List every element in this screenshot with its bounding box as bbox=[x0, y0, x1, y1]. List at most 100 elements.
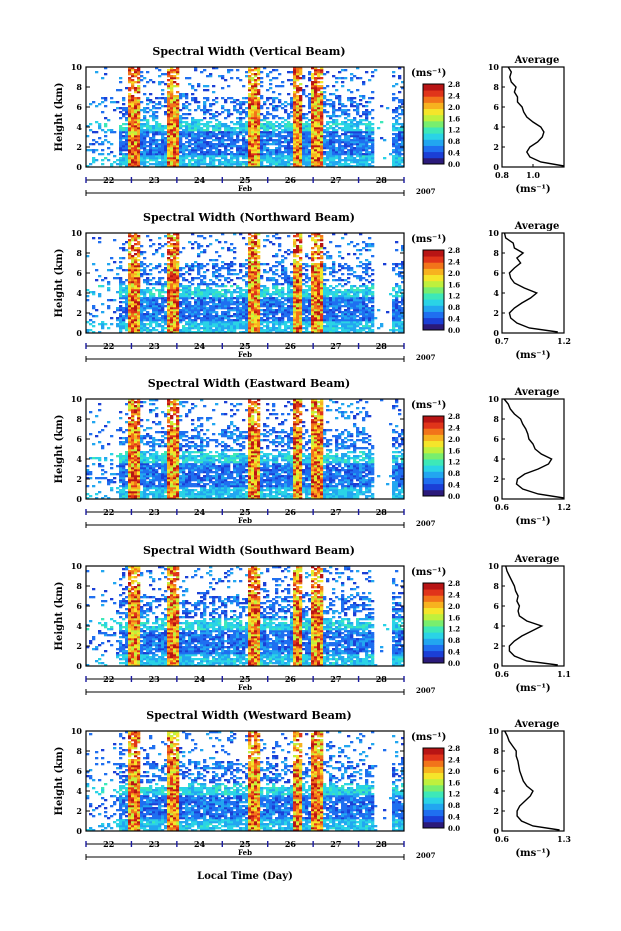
heatmap-cell bbox=[134, 143, 138, 146]
heatmap-cell bbox=[257, 115, 261, 118]
heatmap-cell bbox=[251, 281, 255, 284]
heatmap-cell bbox=[173, 101, 177, 104]
heatmap-cell bbox=[278, 295, 282, 298]
heatmap-cell bbox=[200, 163, 204, 166]
heatmap-cell bbox=[287, 159, 291, 162]
heatmap-cell bbox=[167, 311, 171, 314]
heatmap-cell bbox=[131, 153, 135, 156]
heatmap-cell bbox=[257, 305, 261, 308]
heatmap-cell bbox=[191, 321, 195, 324]
heatmap-cell bbox=[161, 137, 165, 140]
heatmap-cell bbox=[236, 77, 240, 80]
heatmap-cell bbox=[239, 133, 243, 136]
heatmap-cell bbox=[137, 315, 141, 318]
colorbar-tick-label: 1.6 bbox=[448, 114, 460, 123]
heatmap-cell bbox=[308, 123, 312, 126]
heatmap-cell bbox=[260, 77, 264, 80]
heatmap-cell bbox=[353, 125, 357, 128]
heatmap-cell bbox=[128, 79, 132, 82]
heatmap-cell bbox=[239, 315, 243, 318]
heatmap-cell bbox=[326, 163, 330, 166]
heatmap-cell bbox=[245, 327, 249, 330]
heatmap-cell bbox=[101, 77, 105, 80]
heatmap-cell bbox=[152, 131, 156, 134]
heatmap-cell bbox=[353, 123, 357, 126]
heatmap-cell bbox=[164, 141, 168, 144]
colorbar-swatch bbox=[423, 96, 444, 103]
heatmap-cell bbox=[236, 305, 240, 308]
heatmap-cell bbox=[227, 125, 231, 128]
heatmap-cell bbox=[251, 115, 255, 118]
heatmap-cell bbox=[173, 99, 177, 102]
heatmap-cell bbox=[263, 115, 267, 118]
heatmap-cell bbox=[269, 279, 273, 282]
heatmap-cell bbox=[170, 113, 174, 116]
heatmap-cell bbox=[110, 101, 114, 104]
heatmap-cell bbox=[194, 119, 198, 122]
heatmap-cell bbox=[305, 151, 309, 154]
heatmap-cell bbox=[194, 277, 198, 280]
heatmap-cell bbox=[215, 313, 219, 316]
heatmap-cell bbox=[89, 313, 93, 316]
heatmap-cell bbox=[281, 295, 285, 298]
heatmap-cell bbox=[317, 131, 321, 134]
heatmap-cell bbox=[119, 165, 123, 168]
heatmap-cell bbox=[227, 131, 231, 134]
heatmap-cell bbox=[281, 319, 285, 322]
heatmap-cell bbox=[287, 127, 291, 130]
heatmap-cell bbox=[251, 317, 255, 320]
heatmap-cell bbox=[227, 277, 231, 280]
heatmap-cell bbox=[290, 271, 294, 274]
heatmap-cell bbox=[131, 247, 135, 250]
heatmap-cell bbox=[173, 275, 177, 278]
heatmap-cell bbox=[359, 163, 363, 166]
heatmap-cell bbox=[164, 139, 168, 142]
heatmap-cell bbox=[227, 289, 231, 292]
heatmap-cell bbox=[257, 141, 261, 144]
heatmap-cell bbox=[197, 313, 201, 316]
heatmap-cell bbox=[278, 331, 282, 334]
heatmap-cell bbox=[371, 155, 375, 158]
heatmap-cell bbox=[254, 131, 258, 134]
heatmap-cell bbox=[209, 313, 213, 316]
heatmap-cell bbox=[176, 293, 180, 296]
heatmap-cell bbox=[317, 145, 321, 148]
heatmap-cell bbox=[206, 149, 210, 152]
heatmap-cell bbox=[293, 283, 297, 286]
heatmap-cell bbox=[212, 303, 216, 306]
heatmap-cell bbox=[209, 319, 213, 322]
heatmap-cell bbox=[194, 293, 198, 296]
heatmap-cell bbox=[296, 103, 300, 106]
heatmap-cell bbox=[131, 265, 135, 268]
heatmap-cell bbox=[296, 101, 300, 104]
heatmap-cell bbox=[323, 87, 327, 90]
heatmap-cell bbox=[329, 151, 333, 154]
heatmap-cell bbox=[293, 261, 297, 264]
heatmap-cell bbox=[209, 153, 213, 156]
heatmap-cell bbox=[167, 269, 171, 272]
day-label: 23 bbox=[149, 175, 161, 185]
heatmap-cell bbox=[110, 257, 114, 260]
heatmap-cell bbox=[314, 137, 318, 140]
heatmap-cell bbox=[308, 71, 312, 74]
heatmap-cell bbox=[167, 107, 171, 110]
heatmap-cell bbox=[161, 303, 165, 306]
heatmap-cell bbox=[212, 125, 216, 128]
heatmap-cell bbox=[152, 327, 156, 330]
heatmap-cell bbox=[245, 285, 249, 288]
heatmap-cell bbox=[233, 291, 237, 294]
heatmap-cell bbox=[173, 149, 177, 152]
heatmap-cell bbox=[338, 151, 342, 154]
heatmap-cell bbox=[350, 123, 354, 126]
heatmap-cell bbox=[143, 159, 147, 162]
heatmap-cell bbox=[197, 129, 201, 132]
heatmap-cell bbox=[215, 297, 219, 300]
heatmap-cell bbox=[128, 235, 132, 238]
heatmap-cell bbox=[254, 139, 258, 142]
heatmap-cell bbox=[137, 165, 141, 168]
heatmap-cell bbox=[344, 157, 348, 160]
heatmap-cell bbox=[269, 305, 273, 308]
heatmap-cell bbox=[188, 309, 192, 312]
heatmap-cell bbox=[302, 283, 306, 286]
heatmap-cell bbox=[362, 149, 366, 152]
